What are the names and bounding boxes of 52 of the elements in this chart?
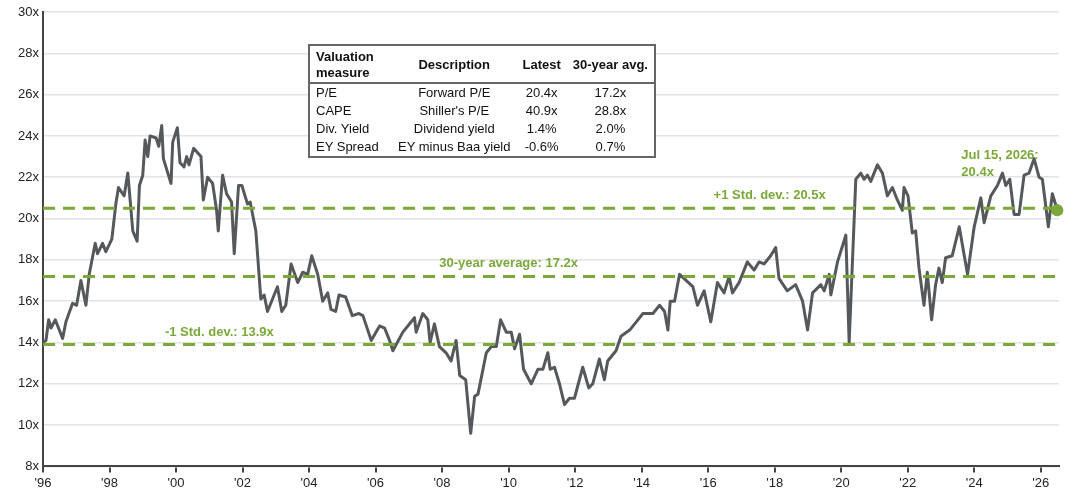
y-tick-label: 26x <box>18 86 40 102</box>
annotation: 2.0% <box>594 120 627 138</box>
x-tick-label: '04 <box>300 474 318 490</box>
ref-line-label: -1 Std. dev.: 13.9x <box>164 323 275 339</box>
ref-line-label: 30-year average: 17.2x <box>439 255 579 271</box>
annotation: Jul 15, 2026: 20.4x <box>961 147 1039 180</box>
annotation: 40.9x <box>524 102 559 120</box>
x-tick-label: '22 <box>899 474 917 490</box>
annotation: 20.4x <box>524 84 559 102</box>
x-tick-label: '00 <box>167 474 185 490</box>
x-tick-label: '16 <box>699 474 717 490</box>
annotation: 28.8x <box>593 102 628 120</box>
x-tick-label: '14 <box>633 474 651 490</box>
annotation: Forward P/E <box>417 84 492 102</box>
y-tick-label: 24x <box>18 127 40 143</box>
y-tick-label: 14x <box>18 334 40 350</box>
y-tick-label: 22x <box>18 168 40 184</box>
y-tick-label: 28x <box>18 44 40 60</box>
x-tick-label: '20 <box>832 474 850 490</box>
annotation: Dividend yield <box>412 120 496 138</box>
annotation: 30-year avg. <box>566 45 655 83</box>
x-tick-label: '12 <box>566 474 584 490</box>
annotation: EY minus Baa yield <box>397 138 512 156</box>
x-tick-label: '08 <box>433 474 451 490</box>
x-tick-label: '06 <box>367 474 385 490</box>
y-tick-label: 10x <box>18 416 40 432</box>
annotation: Description <box>392 45 517 83</box>
annotation: P/E <box>315 84 338 102</box>
annotation: Shiller's P/E <box>418 102 491 120</box>
x-tick-label: '96 <box>34 474 52 490</box>
x-tick-label: '26 <box>1032 474 1050 490</box>
y-tick-label: 18x <box>18 251 40 267</box>
annotation: EY Spread <box>315 138 380 156</box>
y-tick-label: 8x <box>25 457 40 473</box>
annotation: -0.6% <box>523 138 560 156</box>
x-tick-label: '24 <box>965 474 983 490</box>
x-tick-label: '18 <box>766 474 784 490</box>
y-tick-label: 20x <box>18 210 40 226</box>
annotation: Latest <box>516 45 567 83</box>
x-tick-label: '98 <box>101 474 118 490</box>
x-tick-label: '02 <box>234 474 252 490</box>
annotation: 0.7% <box>594 138 627 156</box>
y-tick-label: 30x <box>18 3 40 19</box>
annotation: 17.2x <box>593 84 628 102</box>
annotation: Valuation measure <box>309 45 392 83</box>
y-tick-label: 12x <box>18 375 40 391</box>
annotation: CAPE <box>315 102 353 120</box>
annotation: 1.4% <box>525 120 558 138</box>
y-tick-label: 16x <box>18 292 40 308</box>
annotation: Div. Yield <box>315 120 371 138</box>
x-tick-label: '10 <box>500 474 518 490</box>
ref-line-label: +1 Std. dev.: 20.5x <box>713 187 827 203</box>
